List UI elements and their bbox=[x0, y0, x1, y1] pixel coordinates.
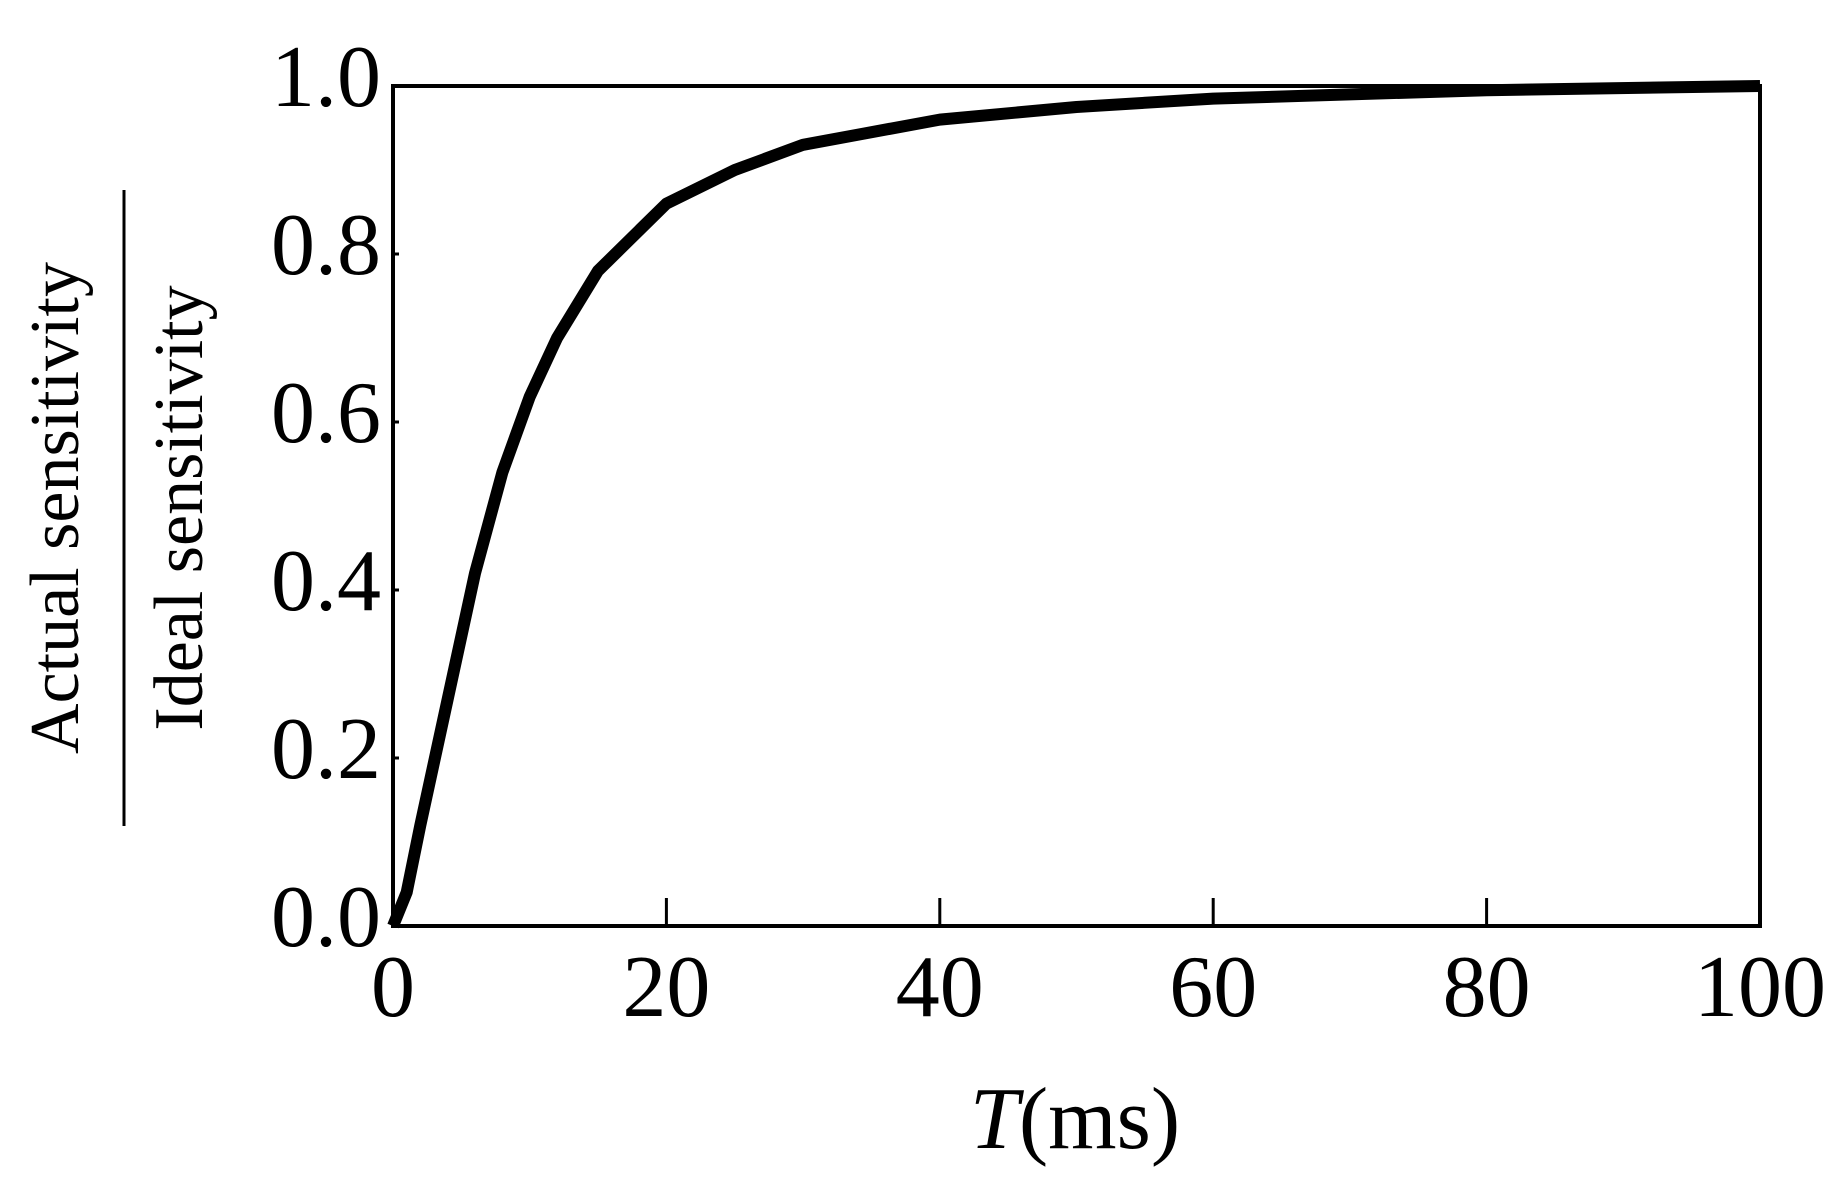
x-tick-label: 0 bbox=[371, 939, 415, 1036]
y-tick-label: 0.2 bbox=[271, 701, 381, 798]
y-label-numerator: Actual sensitivity bbox=[17, 262, 94, 754]
data-line bbox=[387, 80, 1761, 929]
plot-frame bbox=[391, 84, 1762, 928]
x-tick-label: 80 bbox=[1443, 939, 1531, 1036]
y-tick-label: 0.6 bbox=[271, 365, 381, 462]
x-tick-label: 40 bbox=[896, 939, 984, 1036]
y-tick-label: 1.0 bbox=[271, 29, 381, 126]
x-label-unit: (ms) bbox=[1019, 1071, 1180, 1168]
y-tick-label: 0.8 bbox=[271, 197, 381, 294]
x-label-var: T bbox=[970, 1071, 1025, 1168]
x-tick-label: 20 bbox=[622, 939, 710, 1036]
y-axis-label: Actual sensitivity Ideal sensitivity bbox=[17, 190, 218, 826]
x-tick-label: 60 bbox=[1169, 939, 1257, 1036]
x-tick-label: 100 bbox=[1694, 939, 1826, 1036]
y-tick-label: 0.4 bbox=[271, 533, 381, 630]
y-label-denominator: Ideal sensitivity bbox=[141, 285, 218, 730]
x-axis-label: T(ms) bbox=[970, 1071, 1180, 1168]
y-tick-label: 0.0 bbox=[271, 869, 381, 966]
